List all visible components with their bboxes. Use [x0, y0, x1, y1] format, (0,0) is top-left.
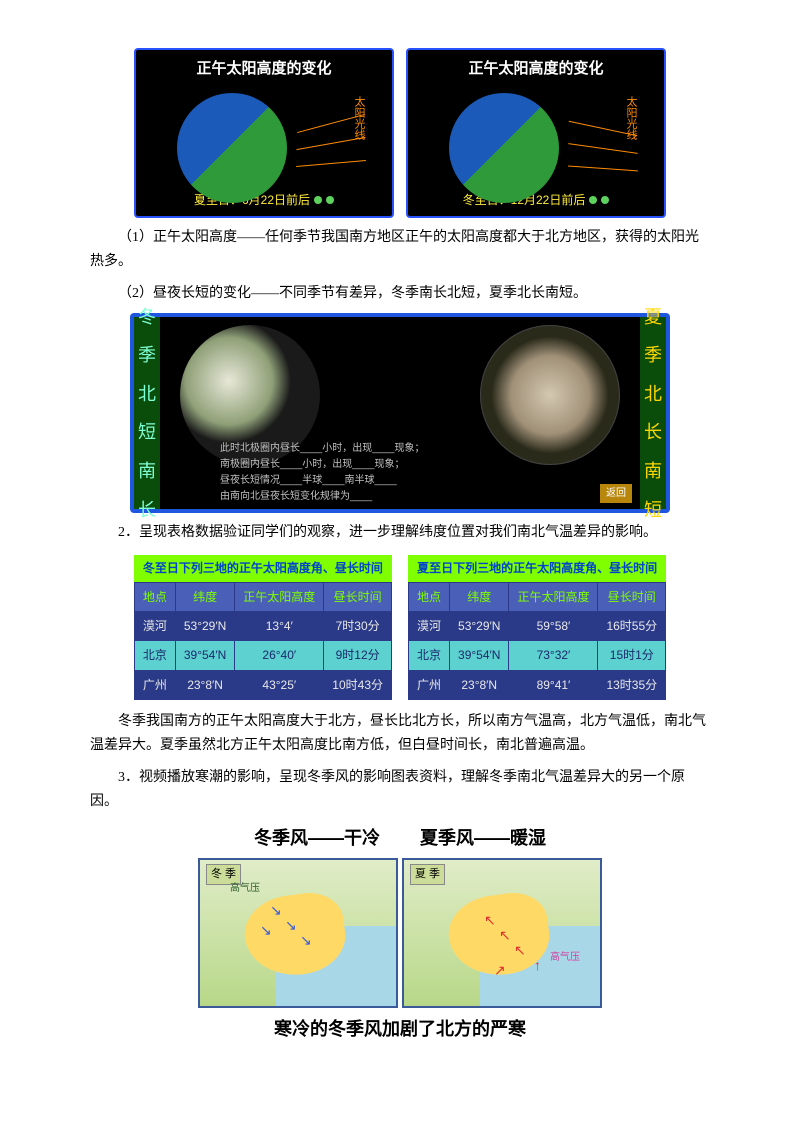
- table-row: 广州23°8′N43°25′10时43分: [134, 670, 391, 699]
- sun-altitude-row: 正午太阳高度的变化 太阳光线 夏至日：6月22日前后 正午太阳高度的变化 太阳光…: [90, 48, 710, 218]
- summer-table-caption: 夏至日下列三地的正午太阳高度角、昼长时间: [408, 555, 666, 581]
- globe: [177, 93, 287, 203]
- monsoon-section: 冬季风——干冷 夏季风——暖湿 冬 季 高气压 ↘ ↘ ↘ ↘ 夏 季 高气压 …: [90, 823, 710, 1044]
- table-header-row: 地点纬度正午太阳高度昼长时间: [409, 582, 666, 611]
- arrow-icon: ↖: [499, 925, 511, 949]
- summer-table: 夏至日下列三地的正午太阳高度角、昼长时间 地点纬度正午太阳高度昼长时间 漠河53…: [408, 555, 666, 700]
- day-night-card: 冬季北短南长 此时北极圈内昼长____小时，出现____现象； 南极圈内昼长__…: [130, 313, 670, 513]
- arrow-icon: ↘: [270, 900, 282, 924]
- return-button[interactable]: 返回: [600, 484, 632, 503]
- summer-tag: 夏 季: [410, 864, 445, 885]
- paragraph-3: 2．呈现表格数据验证同学们的观察，进一步理解纬度位置对我们南北气温差异的影响。: [90, 521, 710, 545]
- arrow-icon: ↘: [300, 930, 312, 954]
- map-pair: 冬 季 高气压 ↘ ↘ ↘ ↘ 夏 季 高气压 ↖ ↖ ↑ ↖ ↗: [198, 858, 602, 1008]
- table-header-row: 地点纬度正午太阳高度昼长时间: [134, 582, 391, 611]
- paragraph-5: 3．视频播放寒潮的影响，呈现冬季风的影响图表资料，理解冬季南北气温差异大的另一个…: [90, 766, 710, 814]
- high-pressure-label: 高气压: [230, 880, 260, 897]
- winter-monsoon-map: 冬 季 高气压 ↘ ↘ ↘ ↘: [198, 858, 398, 1008]
- table-row: 北京39°54′N73°32′15时1分: [409, 641, 666, 670]
- arrow-icon: ↘: [260, 920, 272, 944]
- day-night-row: 冬季北短南长 此时北极圈内昼长____小时，出现____现象； 南极圈内昼长__…: [90, 313, 710, 513]
- winter-monsoon-title: 冬季风——干冷: [254, 823, 380, 854]
- card-title: 正午太阳高度的变化: [196, 56, 331, 82]
- paragraph-2: （2）昼夜长短的变化——不同季节有差异，冬季南长北短，夏季北长南短。: [90, 282, 710, 306]
- winter-solstice-card: 正午太阳高度的变化 太阳光线 冬至日：12月22日前后: [406, 48, 666, 218]
- arrow-icon: ↖: [484, 910, 496, 934]
- globe-diagram: 太阳光线: [414, 88, 658, 190]
- paragraph-4: 冬季我国南方的正午太阳高度大于北方，昼长比北方长，所以南方气温高，北方气温低，南…: [90, 710, 710, 758]
- globe-summer: [480, 325, 620, 465]
- table-row: 北京39°54′N26°40′9时12分: [134, 641, 391, 670]
- monsoon-titles: 冬季风——干冷 夏季风——暖湿: [254, 823, 546, 854]
- arrow-icon: ↗: [494, 960, 506, 984]
- fill-blank-text: 此时北极圈内昼长____小时，出现____现象； 南极圈内昼长____小时，出现…: [220, 441, 425, 505]
- summer-side-label: 夏季北长南短: [640, 317, 666, 509]
- arrow-icon: ↖: [514, 940, 526, 964]
- globe: [449, 93, 559, 203]
- sun-rays: [286, 108, 366, 188]
- table-row: 漠河53°29′N59°58′16时55分: [409, 611, 666, 640]
- table-row: 漠河53°29′N13°4′7时30分: [134, 611, 391, 640]
- winter-table-caption: 冬至日下列三地的正午太阳高度角、昼长时间: [134, 555, 392, 581]
- winter-table: 冬至日下列三地的正午太阳高度角、昼长时间 地点纬度正午太阳高度昼长时间 漠河53…: [134, 555, 392, 700]
- paragraph-1: （1）正午太阳高度——任何季节我国南方地区正午的太阳高度都大于北方地区，获得的太…: [90, 226, 710, 274]
- monsoon-caption: 寒冷的冬季风加剧了北方的严寒: [274, 1014, 526, 1045]
- card-title: 正午太阳高度的变化: [468, 56, 603, 82]
- winter-side-label: 冬季北短南长: [134, 317, 160, 509]
- summer-solstice-card: 正午太阳高度的变化 太阳光线 夏至日：6月22日前后: [134, 48, 394, 218]
- summer-monsoon-title: 夏季风——暖湿: [420, 823, 546, 854]
- high-pressure-label: 高气压: [550, 949, 580, 966]
- globe-diagram: 太阳光线: [142, 88, 386, 190]
- arrow-icon: ↘: [285, 915, 297, 939]
- arrow-icon: ↑: [534, 955, 541, 979]
- data-tables: 冬至日下列三地的正午太阳高度角、昼长时间 地点纬度正午太阳高度昼长时间 漠河53…: [90, 555, 710, 700]
- sun-rays: [558, 108, 638, 188]
- table-row: 广州23°8′N89°41′13时35分: [409, 670, 666, 699]
- day-night-center: 此时北极圈内昼长____小时，出现____现象； 南极圈内昼长____小时，出现…: [160, 317, 640, 509]
- summer-monsoon-map: 夏 季 高气压 ↖ ↖ ↑ ↖ ↗: [402, 858, 602, 1008]
